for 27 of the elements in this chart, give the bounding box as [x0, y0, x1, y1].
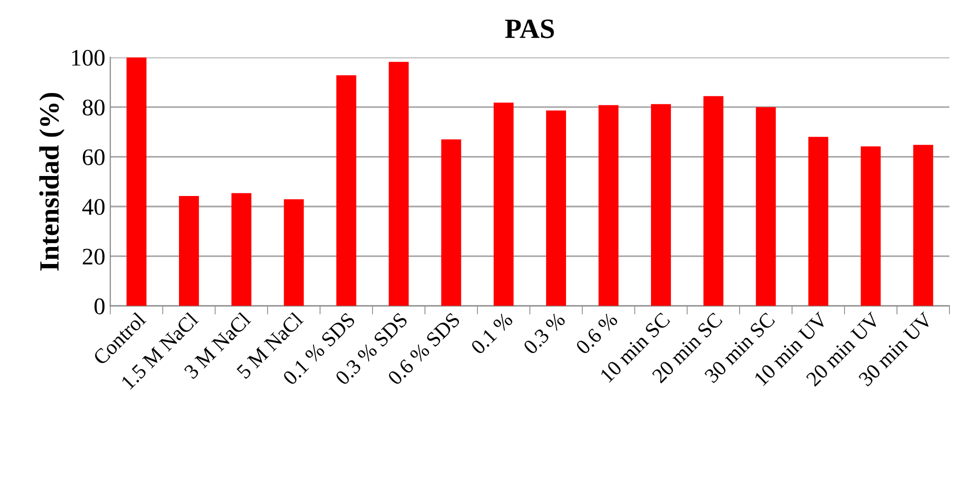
bar: [231, 193, 252, 306]
bar: [913, 144, 934, 306]
bar: [441, 139, 462, 306]
bar: [756, 107, 776, 306]
bar: [546, 110, 566, 306]
y-tick-label: 100: [72, 50, 105, 66]
y-tick-label: 40: [82, 198, 105, 215]
x-tick-label: 0.6 %: [575, 312, 618, 356]
bar: [703, 96, 724, 306]
bar: [388, 62, 409, 306]
y-tick-label: 20: [82, 248, 105, 265]
bar: [808, 136, 828, 306]
bar: [336, 75, 356, 306]
bar: [178, 196, 199, 306]
chart-title: PAS: [505, 20, 554, 38]
x-tick-label: 0.3 %: [522, 312, 566, 356]
x-tick-label: 0.1 %: [470, 312, 514, 356]
y-axis-title: Intensidad (%): [39, 92, 64, 271]
y-tick-label: 0: [94, 298, 105, 314]
bar: [650, 104, 671, 306]
bar: [126, 57, 146, 306]
bar: [284, 199, 304, 306]
bar: [494, 102, 514, 306]
bar: [860, 146, 881, 306]
y-tick-label: 80: [82, 100, 105, 116]
bar: [598, 105, 618, 306]
y-tick-label: 60: [82, 149, 105, 166]
